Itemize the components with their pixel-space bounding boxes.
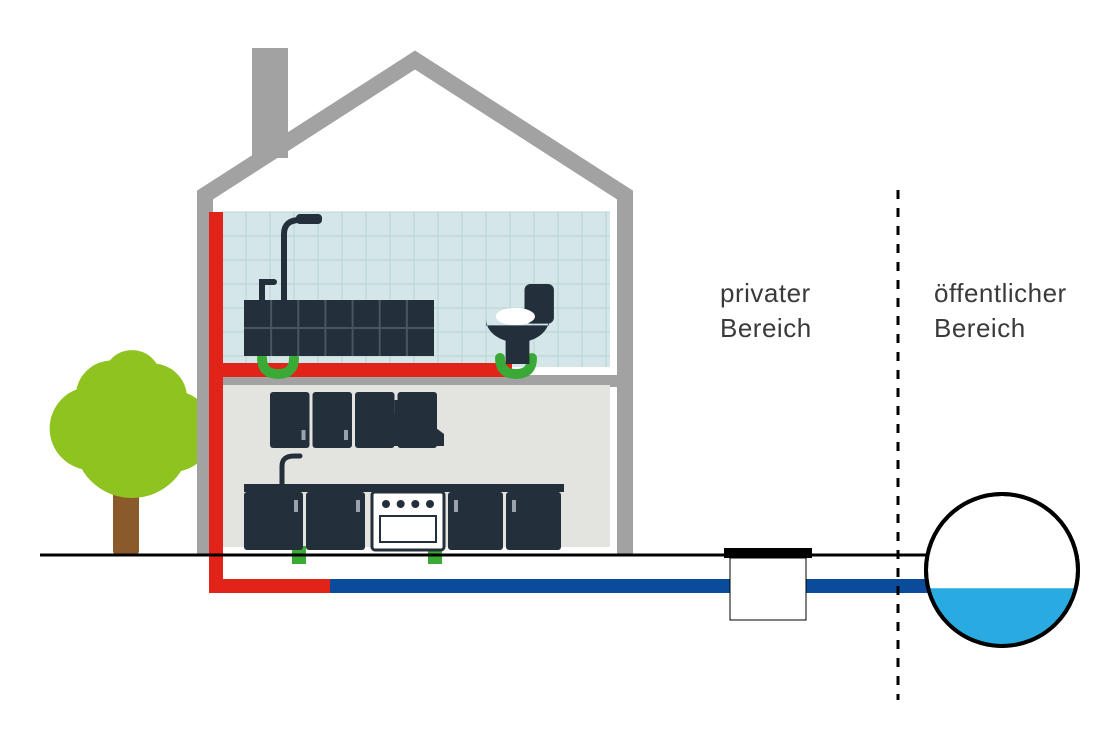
house-sewer-diagram (0, 0, 1112, 746)
label-private-line2: Bereich (720, 313, 812, 343)
label-public-line1: öffentlicher (934, 278, 1067, 308)
manhole-cover (724, 548, 812, 558)
label-public: öffentlicher Bereich (934, 276, 1067, 346)
label-private: privater Bereich (720, 276, 812, 346)
sewer-main (926, 494, 1078, 646)
label-private-line1: privater (720, 278, 811, 308)
inspection-chamber (730, 558, 806, 620)
label-public-line2: Bereich (934, 313, 1026, 343)
